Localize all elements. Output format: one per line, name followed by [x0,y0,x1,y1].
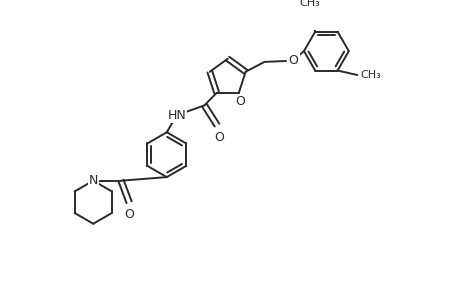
Text: O: O [214,131,224,144]
Text: CH₃: CH₃ [359,70,380,80]
Text: N: N [89,174,98,187]
Text: O: O [288,55,298,68]
Text: O: O [124,208,134,221]
Text: CH₃: CH₃ [299,0,319,8]
Text: O: O [234,95,244,108]
Text: HN: HN [167,109,185,122]
